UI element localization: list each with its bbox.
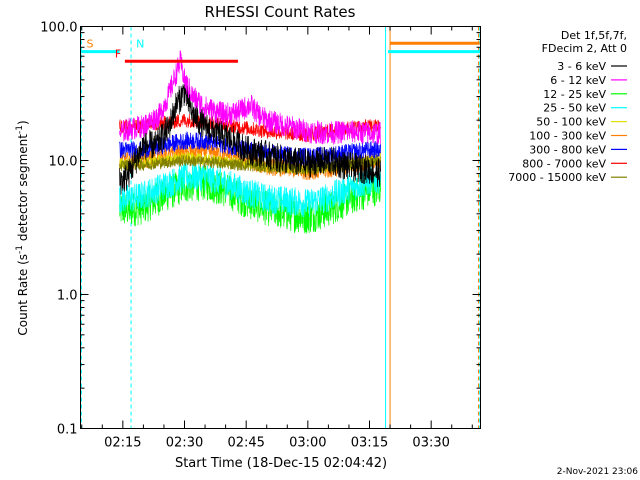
plot-frame — [80, 26, 481, 429]
x-tick-label-0: 02:15 — [104, 436, 141, 451]
footer-date: 2-Nov-2021 23:06 — [557, 467, 639, 477]
x-tick-label-1: 02:30 — [166, 436, 203, 451]
x-axis-label: Start Time (18-Dec-15 02:04:42) — [175, 456, 387, 471]
series-line-8 — [119, 154, 381, 176]
legend-header-line-1: Det 1f,5f,7f, — [561, 29, 627, 42]
x-tick-label-4: 03:15 — [351, 436, 388, 451]
series-line-3 — [119, 161, 381, 218]
legend-header-line-2: FDecim 2, Att 0 — [542, 42, 627, 55]
legend-label-6: 300 - 800 keV — [529, 143, 606, 156]
legend-label-4: 50 - 100 keV — [536, 116, 606, 129]
flag-bars: S NF — [80, 38, 481, 63]
flag-label-0: S — [87, 38, 94, 51]
chart-title: RHESSI Count Rates — [205, 3, 356, 21]
series-line-0 — [119, 83, 381, 195]
legend-label-7: 800 - 7000 keV — [522, 157, 606, 170]
legend-label-8: 7000 - 15000 keV — [508, 171, 606, 184]
legend: Det 1f,5f,7f, FDecim 2, Att 0 3 - 6 keV6… — [508, 29, 627, 184]
flag-label-3: F — [115, 47, 121, 60]
plot-area — [80, 26, 481, 429]
legend-label-1: 6 - 12 keV — [550, 74, 606, 87]
x-tick-label-3: 03:00 — [289, 436, 326, 451]
flag-label-1: N — [136, 38, 144, 51]
series-line-1 — [119, 50, 381, 145]
x-tick-label-5: 03:30 — [412, 436, 449, 451]
x-tick-label-2: 02:45 — [227, 436, 264, 451]
legend-label-3: 25 - 50 keV — [543, 102, 606, 115]
y-tick-label-3: 100.0 — [40, 21, 77, 36]
axes: 0.1 1.0 10.0 100.0 02:15 02:30 02:45 03:00 03:15… — [40, 21, 481, 451]
legend-label-2: 12 - 25 keV — [543, 88, 606, 101]
legend-label-5: 100 - 300 keV — [529, 130, 606, 143]
y-tick-label-2: 10.0 — [49, 155, 78, 170]
y-axis-label: Count Rate (s-1 detector segment-1) — [15, 120, 30, 335]
y-tick-label-0: 0.1 — [57, 423, 78, 438]
y-tick-label-1: 1.0 — [57, 289, 78, 304]
legend-label-0: 3 - 6 keV — [557, 60, 606, 73]
